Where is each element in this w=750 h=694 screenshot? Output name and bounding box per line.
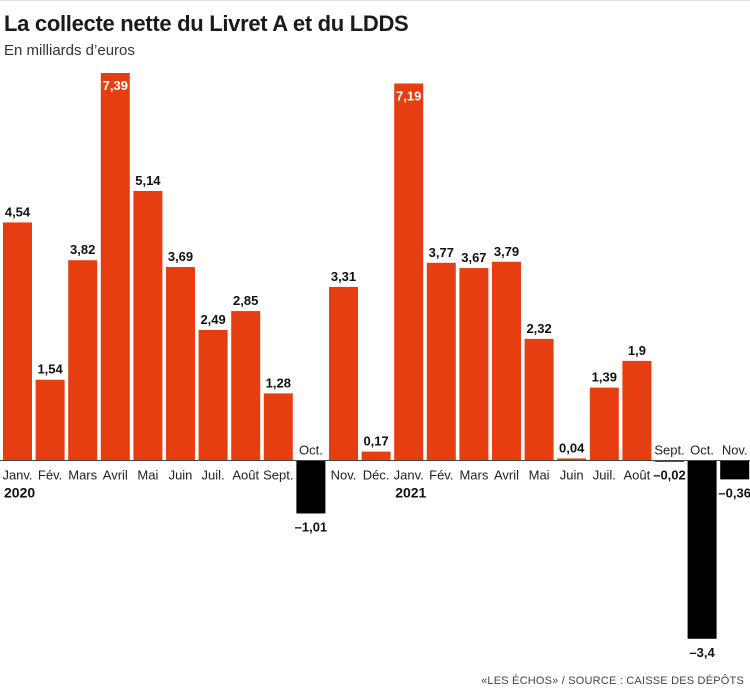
bar-10 xyxy=(329,286,358,461)
value-label-14: 3,67 xyxy=(461,250,486,265)
value-label-3: 7,39 xyxy=(103,78,128,93)
value-label-15: 3,79 xyxy=(494,244,519,259)
value-label-10: 3,31 xyxy=(331,269,356,284)
value-label-1: 1,54 xyxy=(37,362,63,377)
chart-title: La collecte nette du Livret A et du LDDS xyxy=(4,11,409,36)
value-label-19: 1,9 xyxy=(628,343,646,358)
bar-21 xyxy=(687,460,717,639)
value-label-5: 3,69 xyxy=(168,249,193,264)
bar-2 xyxy=(68,260,98,461)
bar-17 xyxy=(557,458,587,461)
value-label-16: 2,32 xyxy=(526,321,551,336)
category-label-4: Mai xyxy=(137,468,158,483)
value-label-7: 2,85 xyxy=(233,293,258,308)
category-label-22: Nov. xyxy=(722,443,748,458)
category-label-7: Août xyxy=(232,468,259,483)
value-label-17: 0,04 xyxy=(559,440,585,455)
bar-0 xyxy=(3,222,32,461)
category-label-14: Mars xyxy=(459,468,488,483)
value-label-22: –0,36 xyxy=(718,485,750,500)
value-label-8: 1,28 xyxy=(266,375,291,390)
value-label-20: –0,02 xyxy=(653,468,686,483)
value-label-9: –1,01 xyxy=(295,519,328,534)
bar-3 xyxy=(100,73,130,461)
bar-1 xyxy=(35,379,65,461)
category-label-11: Déc. xyxy=(363,468,390,483)
value-label-0: 4,54 xyxy=(5,204,31,219)
category-label-19: Août xyxy=(624,468,651,483)
value-label-2: 3,82 xyxy=(70,242,95,257)
category-label-6: Juil. xyxy=(202,468,225,483)
bar-4 xyxy=(133,190,163,461)
year-label-2020: 2020 xyxy=(4,485,35,501)
category-label-21: Oct. xyxy=(690,443,714,458)
value-label-6: 2,49 xyxy=(200,312,225,327)
value-label-18: 1,39 xyxy=(592,370,617,385)
bar-22 xyxy=(720,460,750,480)
category-label-9: Oct. xyxy=(299,443,323,458)
category-label-2: Mars xyxy=(68,468,97,483)
category-label-5: Juin xyxy=(169,468,193,483)
value-label-12: 7,19 xyxy=(396,88,421,103)
category-label-15: Avril xyxy=(494,468,519,483)
category-label-8: Sept. xyxy=(263,468,293,483)
bar-9 xyxy=(296,460,326,514)
value-label-4: 5,14 xyxy=(135,173,161,188)
category-label-3: Avril xyxy=(103,468,128,483)
category-label-0: Janv. xyxy=(2,468,32,483)
category-label-20: Sept. xyxy=(654,443,684,458)
bar-8 xyxy=(263,393,293,461)
category-label-1: Fév. xyxy=(38,468,62,483)
chart-subtitle: En milliards d’euros xyxy=(4,42,135,59)
bar-15 xyxy=(492,261,521,461)
category-label-16: Mai xyxy=(529,468,550,483)
category-label-10: Nov. xyxy=(331,468,357,483)
bar-12 xyxy=(394,83,424,461)
bar-5 xyxy=(166,267,195,461)
bar-13 xyxy=(426,262,456,461)
bar-20 xyxy=(655,460,684,462)
bar-14 xyxy=(459,268,489,461)
bar-7 xyxy=(231,311,261,461)
source-credit: «LES ÉCHOS» / SOURCE : CAISSE DES DÉPÔTS xyxy=(481,675,744,687)
bar-16 xyxy=(524,338,554,461)
bar-6 xyxy=(198,329,228,461)
category-label-18: Juil. xyxy=(593,468,616,483)
bar-11 xyxy=(361,451,391,461)
category-label-17: Juin xyxy=(560,468,584,483)
top-rule xyxy=(0,0,750,1)
category-label-13: Fév. xyxy=(429,468,453,483)
category-label-12: Janv. xyxy=(394,468,424,483)
year-label-2021: 2021 xyxy=(395,485,426,501)
bar-18 xyxy=(589,387,619,461)
value-label-21: –3,4 xyxy=(689,645,715,660)
value-label-11: 0,17 xyxy=(363,434,388,449)
bar-19 xyxy=(622,360,652,461)
value-label-13: 3,77 xyxy=(429,245,454,260)
